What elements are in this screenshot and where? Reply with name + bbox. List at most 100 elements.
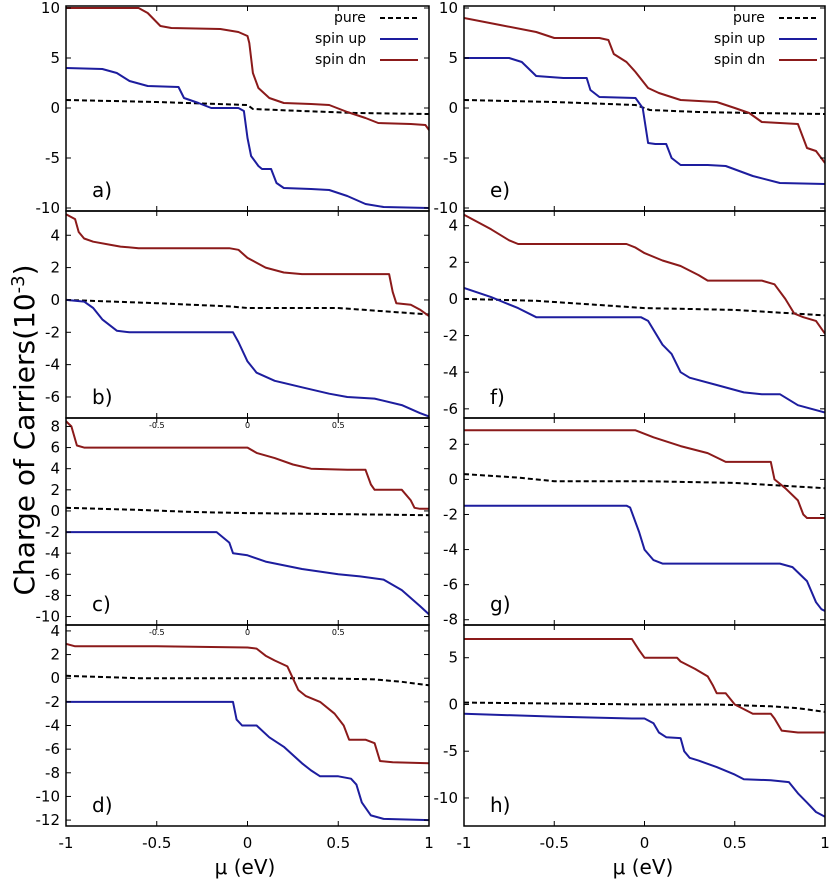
y-tick-label-g: 0: [448, 470, 458, 488]
y-tick-label-d: -8: [45, 764, 60, 782]
x-tick-label-d: -1: [59, 834, 74, 852]
y-tick-label-c: -8: [45, 586, 60, 604]
y-tick-label-g: -2: [443, 505, 458, 523]
y-tick-label-a: 10: [41, 0, 60, 17]
y-tick-label-d: -6: [45, 740, 60, 758]
y-tick-label-h: -10: [434, 789, 459, 807]
y-tick-label-h: 0: [448, 695, 458, 713]
series-line-spin-dn-d: [66, 642, 429, 765]
y-tick-label-e: 5: [448, 49, 458, 67]
panel-b: 4 2 0 -2 -4 -6 b): [45, 210, 430, 419]
plot-frame-f: [463, 210, 826, 419]
plot-frame-b: [65, 210, 430, 419]
y-tick-label-b: -2: [45, 323, 60, 341]
y-tick-label-d: -10: [36, 787, 61, 805]
x-tick-label-top-d: 0: [245, 628, 250, 637]
x-tick-label-h: 0.5: [723, 834, 747, 852]
series-line-spin-dn-a: [66, 7, 429, 131]
series-line-pure-a: [66, 99, 429, 115]
y-tick-label-c: 6: [50, 439, 60, 457]
x-tick-label-h: 1: [820, 834, 830, 852]
panel-d: 4 2 0 -2 -4 -6 -8 -10 -12 -0.5 0 0.5 d) -1 -0.5 0 0.5 1: [36, 622, 434, 852]
y-tick-label-e: -5: [443, 149, 458, 167]
series-line-spin-up-h: [464, 712, 825, 818]
y-tick-label-d: 4: [50, 622, 60, 640]
x-axis-label-left: μ (eV): [215, 855, 276, 879]
series-line-spin-up-d: [66, 700, 429, 822]
y-tick-label-a: 5: [50, 49, 60, 67]
y-tick-label-c: 4: [50, 460, 60, 478]
series-line-pure-c: [66, 506, 429, 517]
y-tick-label-f: -4: [443, 363, 458, 381]
panel-label-a: a): [92, 178, 112, 202]
series-line-spin-dn-e: [464, 17, 825, 164]
x-tick-label-d: 0.5: [326, 834, 350, 852]
series-line-pure-d: [66, 674, 429, 687]
y-tick-label-c: -10: [36, 608, 61, 626]
legend-label-spin-up: spin up: [315, 31, 366, 47]
x-tick-label-top-d: -0.5: [149, 628, 165, 637]
y-tick-label-c: 0: [50, 502, 60, 520]
panel-a: 10 5 0 -5 -10 a): [36, 0, 430, 217]
series-line-spin-dn-f: [464, 213, 825, 335]
series-line-spin-up-a: [66, 67, 429, 209]
y-tick-label-d: -4: [45, 717, 60, 735]
y-tick-label-g: -8: [443, 611, 458, 629]
x-tick-label-top-c: 0: [245, 421, 250, 430]
y-tick-label-c: 8: [50, 417, 60, 435]
y-tick-label-f: -6: [443, 400, 458, 418]
series-line-pure-f: [464, 297, 825, 317]
y-tick-label-f: 0: [448, 290, 458, 308]
panel-g: 2 0 -2 -4 -6 -8 g): [443, 417, 826, 629]
series-line-pure-g: [464, 473, 825, 490]
y-tick-label-e: 10: [439, 0, 458, 17]
panel-label-f: f): [490, 385, 505, 409]
y-tick-label-g: -4: [443, 541, 458, 559]
y-tick-label-b: 4: [50, 226, 60, 244]
y-tick-label-f: -2: [443, 327, 458, 345]
plot-frame-g: [463, 417, 826, 626]
series-line-pure-e: [464, 99, 825, 115]
y-tick-label-d: -12: [36, 811, 61, 829]
series-line-spin-dn-c: [66, 420, 429, 510]
plot-frame-c: [65, 417, 430, 626]
panel-h: 5 0 -5 -10 h) -1 -0.5 0 0.5 1: [434, 624, 830, 852]
panel-label-d: d): [92, 793, 113, 817]
y-axis-label: Charge of Carriers(10-3): [8, 264, 41, 595]
legend-label-pure: pure: [334, 10, 366, 26]
legend-left: pure spin up spin dn: [315, 10, 418, 68]
series-line-spin-dn-b: [66, 213, 429, 317]
y-tick-label-g: -6: [443, 576, 458, 594]
panel-label-c: c): [92, 592, 111, 616]
y-tick-label-b: 0: [50, 291, 60, 309]
x-tick-label-top-c: 0.5: [332, 421, 345, 430]
y-tick-label-b: -6: [45, 388, 60, 406]
panel-f: 4 2 0 -2 -4 -6 f): [443, 210, 826, 419]
y-tick-label-g: 2: [448, 435, 458, 453]
y-tick-label-h: -5: [443, 742, 458, 760]
plot-frame-h: [463, 624, 826, 827]
x-tick-label-h: -1: [457, 834, 472, 852]
panel-c: 8 6 4 2 0 -2 -4 -6 -8 -10 -0.5 0 0.5 c): [36, 417, 430, 626]
y-tick-label-e: 0: [448, 99, 458, 117]
y-tick-label-f: 4: [448, 217, 458, 235]
series-line-spin-up-b: [66, 298, 429, 418]
y-tick-label-a: -10: [36, 199, 61, 217]
legend-label-spin-dn: spin dn: [315, 52, 366, 68]
y-tick-label-f: 2: [448, 253, 458, 271]
series-line-spin-up-c: [66, 531, 429, 616]
x-tick-label-d: 0: [243, 834, 253, 852]
x-tick-label-d: -0.5: [142, 834, 171, 852]
series-line-spin-dn-h: [464, 638, 825, 734]
panel-label-h: h): [490, 793, 510, 817]
y-tick-label-d: 2: [50, 646, 60, 664]
y-tick-label-a: 0: [50, 99, 60, 117]
y-tick-label-c: -6: [45, 565, 60, 583]
x-axis-label-right: μ (eV): [613, 855, 674, 879]
series-line-spin-up-g: [464, 504, 825, 612]
x-tick-label-h: -0.5: [540, 834, 569, 852]
y-tick-label-b: -4: [45, 356, 60, 374]
panel-e: 10 5 0 -5 -10 e): [434, 0, 826, 217]
y-tick-label-a: -5: [45, 149, 60, 167]
